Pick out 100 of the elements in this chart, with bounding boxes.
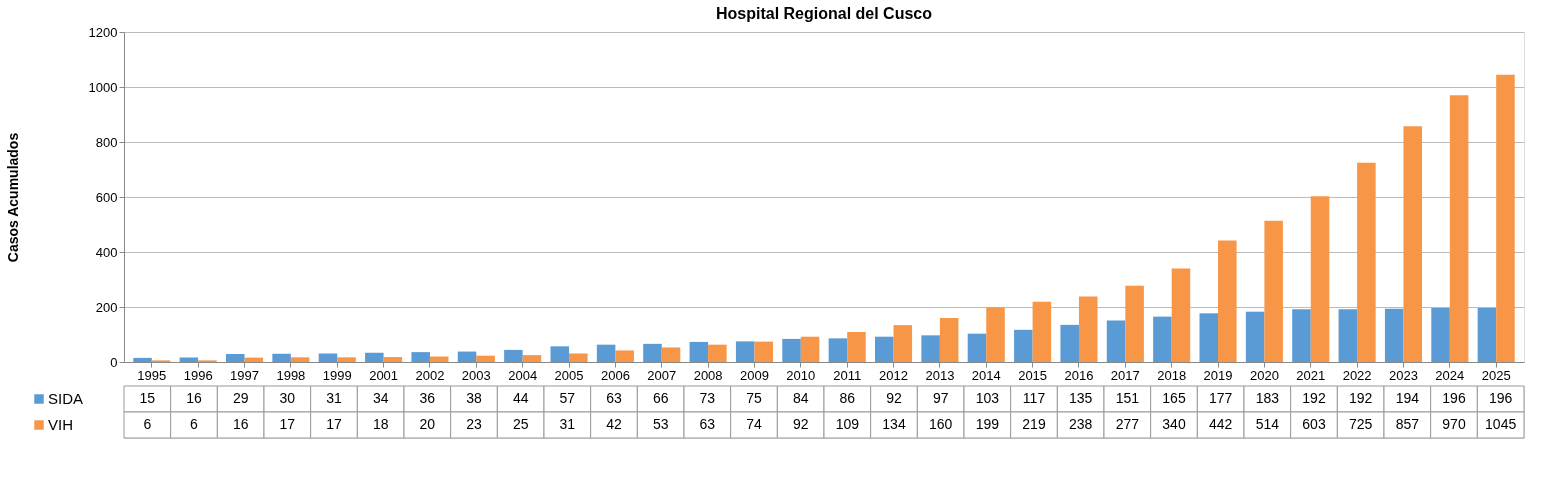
bar [1245, 311, 1265, 362]
data-label: 16 [186, 390, 202, 406]
x-tick-label: 2005 [554, 367, 584, 383]
data-label: 277 [1115, 416, 1140, 432]
data-label: 192 [1348, 390, 1373, 406]
bar [782, 338, 801, 362]
x-tick-label: 1996 [183, 367, 213, 383]
data-label: 38 [466, 390, 482, 406]
bar [1218, 240, 1237, 362]
x-tick-label: 2019 [1203, 367, 1233, 383]
x-tick-label: 2004 [508, 367, 538, 383]
x-tick-label: 1998 [276, 367, 306, 383]
bar [225, 354, 245, 362]
bar [1338, 309, 1358, 362]
bar [1060, 324, 1079, 362]
x-tick-label: 2021 [1296, 367, 1326, 383]
bar [1496, 74, 1515, 362]
x-tick-label: 2025 [1481, 367, 1511, 383]
bar [1477, 308, 1497, 362]
bar [847, 332, 866, 362]
bar [290, 357, 310, 362]
data-label: 30 [279, 390, 296, 406]
bar [272, 353, 291, 362]
x-tick-label: 2016 [1064, 367, 1094, 383]
bar [1125, 285, 1144, 362]
bar [522, 355, 542, 362]
data-label: 66 [652, 390, 669, 406]
bar [569, 353, 588, 362]
y-tick-label: 1200 [88, 24, 118, 40]
bar [661, 347, 681, 362]
data-label: 31 [559, 416, 576, 432]
data-label: 442 [1208, 416, 1233, 432]
legend-label: SIDA [48, 390, 84, 407]
data-label: 63 [699, 416, 716, 432]
bar [1199, 313, 1219, 362]
bar [735, 341, 755, 362]
bar [476, 355, 495, 362]
data-label: 514 [1255, 416, 1280, 432]
bar [874, 336, 894, 362]
data-label: 25 [512, 416, 529, 432]
data-label: 151 [1115, 390, 1140, 406]
data-label: 135 [1068, 390, 1093, 406]
data-label: 20 [419, 416, 436, 432]
data-label: 36 [419, 390, 436, 406]
data-label: 183 [1255, 390, 1280, 406]
data-label: 75 [746, 390, 762, 406]
x-tick-label: 2024 [1435, 367, 1465, 383]
data-label: 31 [326, 390, 342, 406]
x-tick-label: 2014 [971, 367, 1001, 383]
bar [986, 307, 1005, 362]
data-label: 103 [975, 390, 1000, 406]
data-label: 196 [1488, 390, 1513, 406]
data-label: 23 [466, 416, 482, 432]
data-label: 219 [1022, 416, 1046, 432]
data-label: 73 [699, 390, 716, 406]
bar [754, 341, 774, 362]
legend-label: VIH [48, 416, 74, 433]
data-label: 92 [792, 416, 809, 432]
bar [708, 344, 727, 362]
data-label: 160 [928, 416, 953, 432]
x-tick-label: 2010 [786, 367, 816, 383]
x-tick-label: 2009 [740, 367, 769, 383]
x-tick-label: 2011 [833, 367, 862, 383]
bar [596, 344, 616, 362]
bar [337, 357, 356, 362]
bar [383, 357, 403, 362]
x-tick-label: 2013 [925, 367, 955, 383]
bar [133, 357, 152, 362]
bar [1292, 309, 1311, 362]
bar [318, 353, 338, 362]
bar [1106, 320, 1126, 362]
data-label: 86 [839, 390, 856, 406]
data-label: 857 [1395, 416, 1420, 432]
data-label: 63 [606, 390, 622, 406]
data-label: 34 [372, 390, 389, 406]
data-label: 117 [1022, 390, 1046, 406]
x-tick-label: 2015 [1018, 367, 1048, 383]
y-tick-label: 1000 [88, 79, 118, 95]
data-label: 238 [1068, 416, 1093, 432]
bar [1264, 220, 1283, 362]
data-label: 109 [835, 416, 860, 432]
x-tick-label: 2002 [415, 367, 445, 383]
y-tick-label: 0 [110, 354, 118, 370]
x-tick-label: 2006 [600, 367, 630, 383]
data-label: 134 [882, 416, 906, 432]
data-label: 16 [232, 416, 249, 432]
bar [1384, 308, 1404, 362]
bar [1449, 95, 1469, 362]
data-label: 196 [1442, 390, 1466, 406]
data-label: 194 [1395, 390, 1420, 406]
data-label: 74 [746, 416, 762, 432]
bar [893, 325, 913, 362]
data-label: 17 [279, 416, 296, 432]
data-label: 57 [559, 390, 576, 406]
x-tick-label: 2022 [1342, 367, 1372, 383]
bar [504, 349, 523, 362]
bar [429, 356, 449, 362]
x-tick-label: 2003 [461, 367, 491, 383]
y-axis-title: Casos Acumulados [4, 132, 21, 263]
y-tick-label: 200 [95, 299, 118, 315]
